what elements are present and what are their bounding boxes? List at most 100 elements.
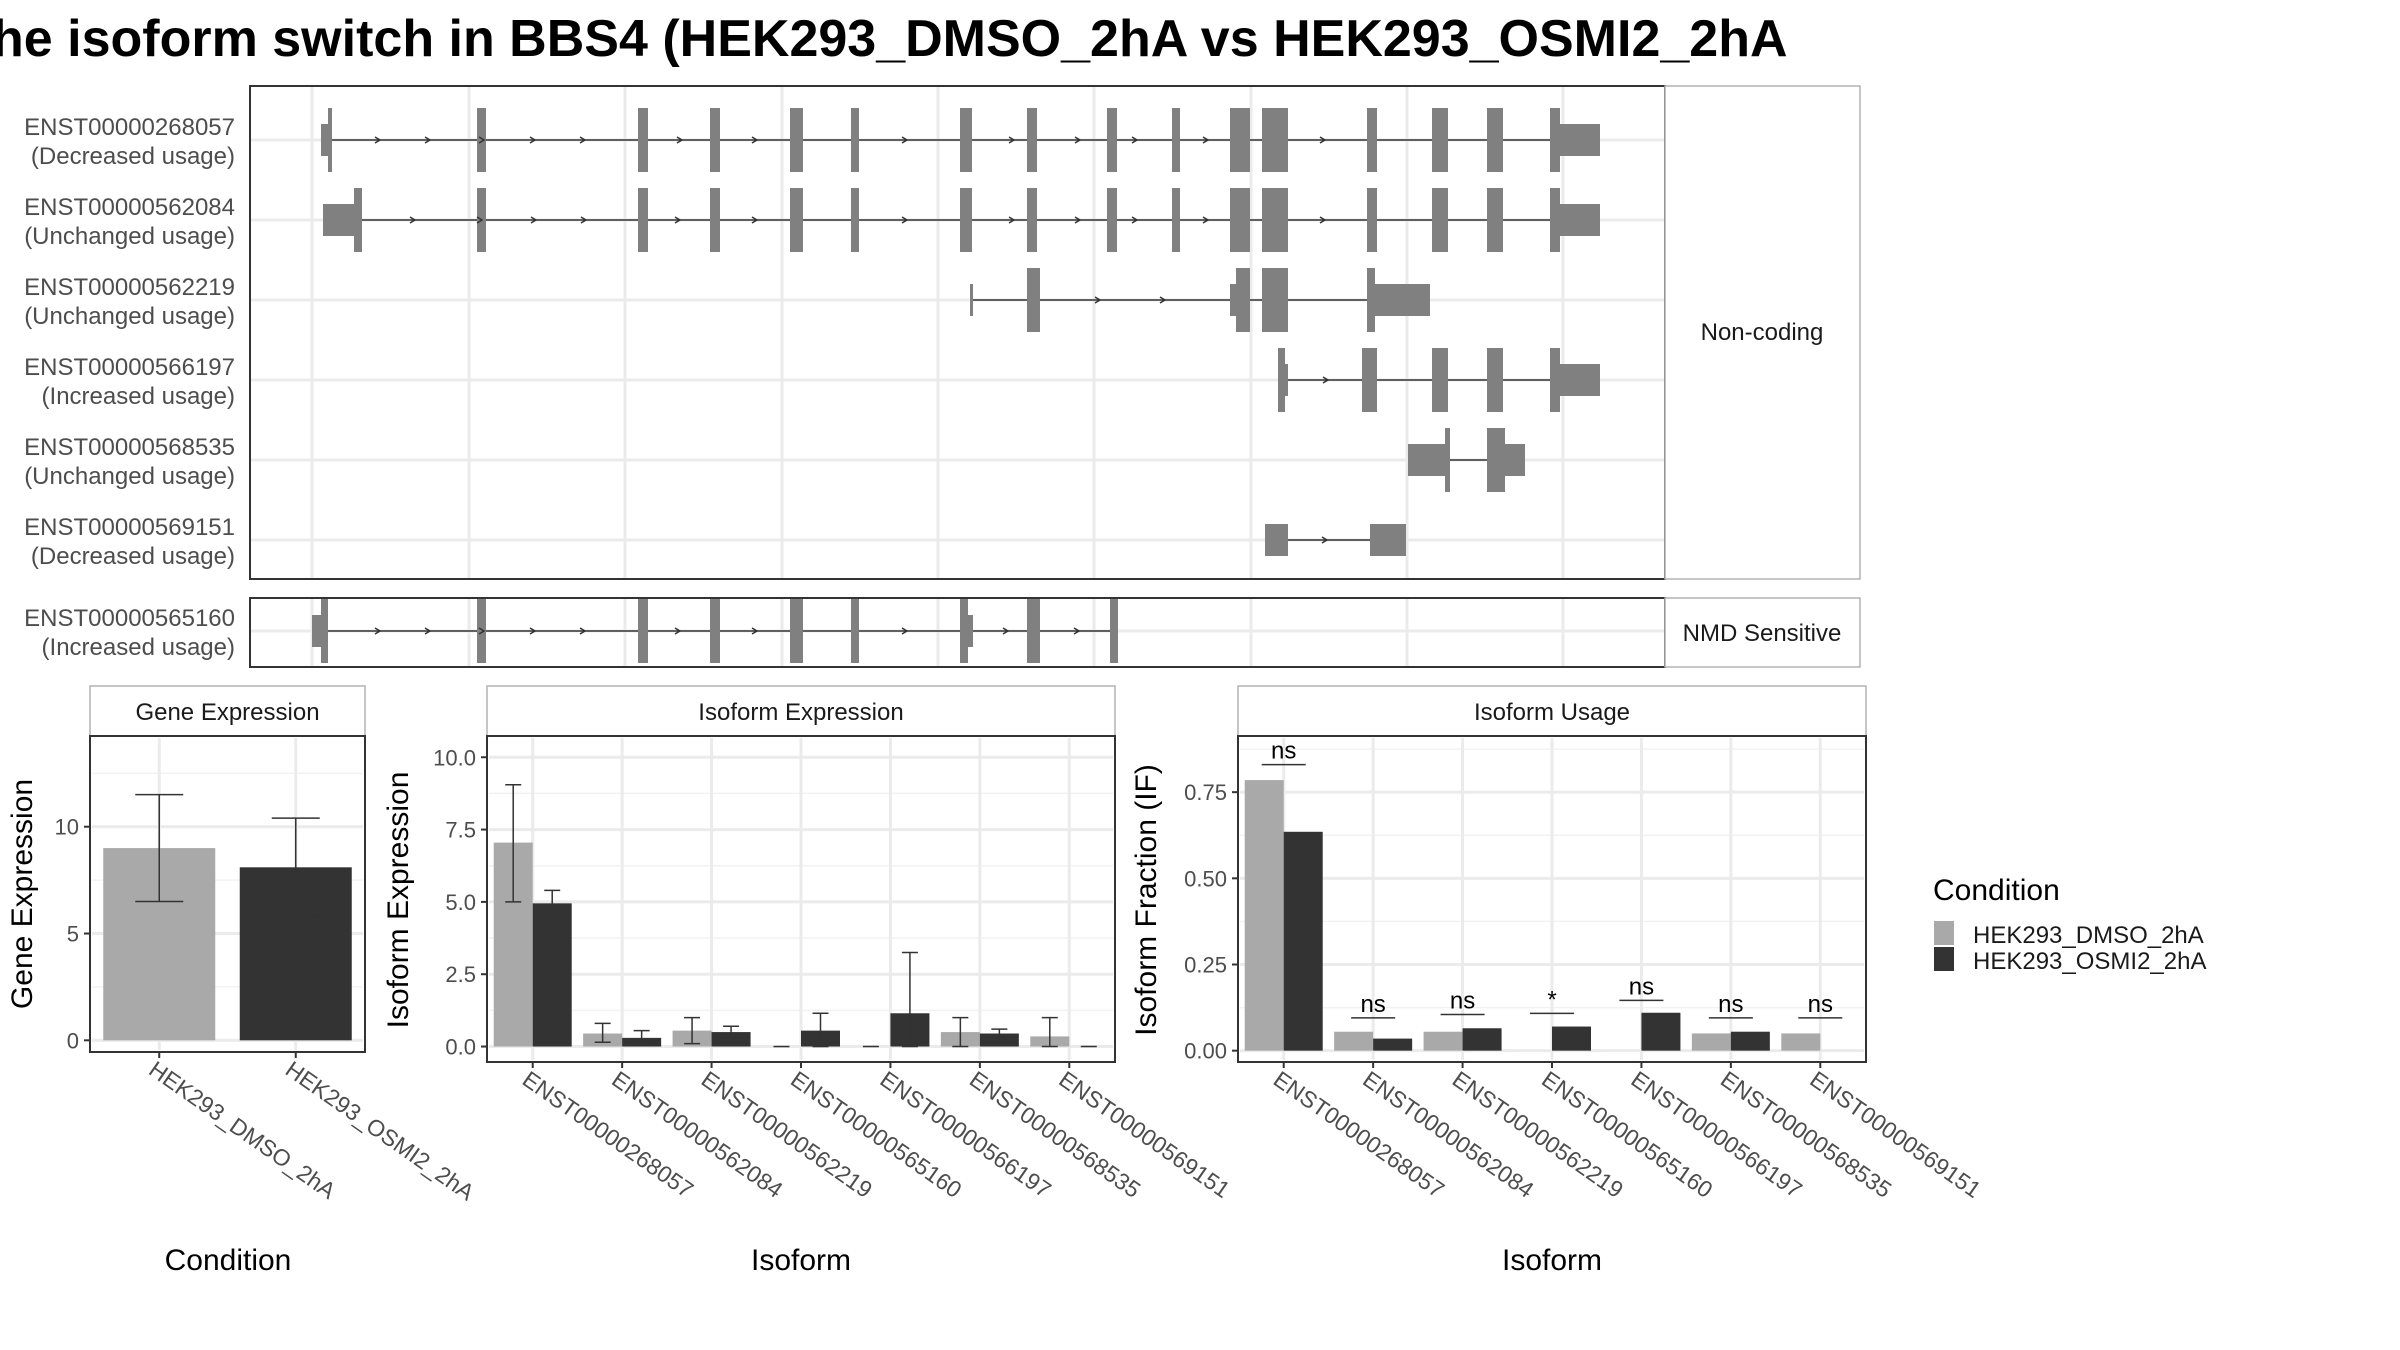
coding-exon — [1027, 268, 1040, 332]
noncoding-strip — [1664, 85, 1861, 580]
strand-arrow — [478, 136, 486, 144]
coding-exon — [790, 188, 803, 252]
bar — [1423, 1031, 1463, 1051]
coding-exon — [1367, 268, 1375, 332]
significance-label: ns — [1360, 991, 1385, 1018]
strand-arrow — [476, 216, 484, 224]
strand-arrow — [1131, 136, 1139, 144]
strand-arrow — [424, 627, 432, 635]
strand-arrow — [901, 627, 909, 635]
utr-exon — [1285, 364, 1288, 396]
strand-arrow — [901, 136, 909, 144]
strand-arrow — [676, 136, 684, 144]
strand-arrow — [674, 216, 682, 224]
nmd-strip — [1664, 597, 1861, 668]
strand-arrow — [1319, 216, 1327, 224]
coding-exon — [354, 188, 362, 252]
coding-exon — [960, 188, 972, 252]
isoform-usage-panel: Isoform Usage 0.00 0.25 0.50 0.75 ns ns ns * ns n… — [1130, 685, 1986, 1277]
figure-title: he isoform switch in BBS4 (HEK293_DMSO_2… — [0, 10, 1788, 68]
legend-label-dmso: HEK293_DMSO_2hA — [1973, 922, 2204, 949]
y-tick-label: 0.25 — [1184, 952, 1227, 977]
transcript-id-label: ENST00000562084 — [24, 194, 235, 221]
bar — [1244, 780, 1284, 1051]
strand-arrow — [1202, 136, 1210, 144]
y-tick-label: 10 — [55, 815, 79, 840]
transcript-model-2 — [970, 268, 1430, 332]
gene-expression-strip — [89, 685, 366, 737]
coding-exon — [1550, 108, 1560, 172]
isoform-expression-strip-label: Isoform Expression — [698, 699, 903, 726]
coding-exon — [477, 599, 486, 663]
transcript-id-label: ENST00000565160 — [24, 605, 235, 632]
transcript-id-label: ENST00000268057 — [24, 114, 235, 141]
coding-exon — [1432, 108, 1448, 172]
coding-exon — [638, 599, 648, 663]
coding-exon — [1487, 188, 1503, 252]
coding-exon — [1107, 108, 1117, 172]
bar — [1552, 1026, 1591, 1051]
y-tick-label: 7.5 — [445, 818, 476, 843]
significance-label: * — [1547, 986, 1556, 1013]
coding-exon — [710, 599, 720, 663]
coding-exon — [1262, 108, 1288, 172]
strand-arrow — [374, 627, 382, 635]
bar — [1641, 1012, 1681, 1051]
y-tick-label: 0 — [67, 1028, 79, 1053]
coding-exon — [1262, 188, 1288, 252]
transcript-model-1 — [323, 188, 1600, 252]
strand-arrow — [530, 216, 538, 224]
strand-arrow — [751, 136, 759, 144]
coding-exon — [477, 108, 486, 172]
legend-swatch-dmso — [1934, 921, 1954, 945]
coding-exon — [1367, 188, 1377, 252]
strand-arrow — [1159, 296, 1167, 304]
utr-exon — [1230, 284, 1236, 316]
strand-arrow — [1073, 627, 1081, 635]
transcript-model-6 — [312, 599, 1118, 663]
coding-exon — [1432, 188, 1448, 252]
coding-exon — [638, 188, 648, 252]
coding-exon — [1278, 348, 1285, 412]
utr-exon — [970, 284, 973, 316]
legend-label-osmi: HEK293_OSMI2_2hA — [1973, 948, 2206, 975]
transcript-usage-label: (Decreased usage) — [31, 143, 235, 170]
transcript-model-3 — [1278, 348, 1600, 412]
nmd-strip-label: NMD Sensitive — [1683, 620, 1842, 647]
utr-exon — [968, 615, 973, 647]
noncoding-strip-label: Non-coding — [1701, 319, 1824, 346]
coding-exon — [1487, 348, 1503, 412]
gene-expression-panel: Gene Expression 0510HEK293_DMSO_2hAHEK29… — [6, 685, 480, 1277]
bar — [1462, 1028, 1502, 1051]
isoform-usage-strip-label: Isoform Usage — [1474, 699, 1630, 726]
y-tick-label: 0.75 — [1184, 780, 1227, 805]
isoform-usage-strip — [1237, 685, 1867, 737]
coding-exon — [328, 108, 332, 172]
utr-exon — [1505, 444, 1525, 476]
significance-label: ns — [1271, 738, 1296, 765]
coding-exon — [1445, 428, 1450, 492]
strand-arrow — [529, 627, 537, 635]
transcript-models — [312, 108, 1600, 663]
transcript-id-label: ENST00000569151 — [24, 514, 235, 541]
bar — [1283, 831, 1323, 1051]
coding-exon — [710, 108, 720, 172]
gene-expression-xlabel: Condition — [165, 1244, 292, 1277]
isoform-usage-xlabel: Isoform — [1502, 1244, 1602, 1277]
coding-exon — [1367, 108, 1377, 172]
bar — [1691, 1033, 1731, 1051]
transcript-id-label: ENST00000568535 — [24, 434, 235, 461]
transcript-model-0 — [321, 108, 1600, 172]
strand-arrow — [1008, 216, 1016, 224]
utr-exon — [323, 204, 354, 236]
coding-exon — [1107, 188, 1117, 252]
coding-exon — [1230, 108, 1250, 172]
gene-expression-ylabel: Gene Expression — [6, 779, 39, 1009]
strand-arrow — [751, 216, 759, 224]
coding-exon — [1172, 188, 1180, 252]
coding-exon — [790, 599, 803, 663]
legend-swatch-osmi — [1934, 947, 1954, 971]
strand-arrow — [1002, 627, 1010, 635]
strand-arrow — [1008, 136, 1016, 144]
strand-arrow — [674, 627, 682, 635]
